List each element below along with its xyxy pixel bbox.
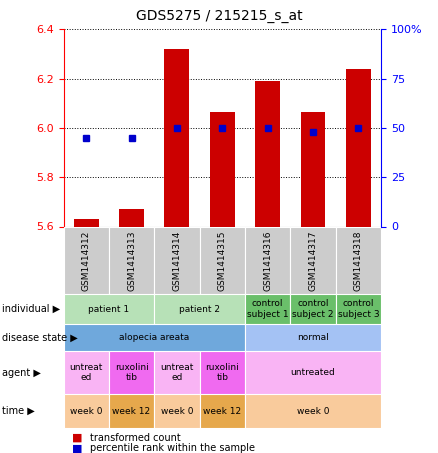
Text: week 0: week 0 (297, 407, 329, 415)
Bar (245, 226, 290, 294)
Bar (154, 294, 245, 324)
Text: GSM1414312: GSM1414312 (82, 230, 91, 291)
Text: ■: ■ (72, 443, 83, 453)
Text: disease state ▶: disease state ▶ (2, 333, 78, 342)
Bar (64, 226, 109, 294)
Text: GSM1414314: GSM1414314 (173, 230, 181, 291)
Text: GSM1414316: GSM1414316 (263, 230, 272, 291)
Text: ruxolini
tib: ruxolini tib (115, 363, 148, 382)
Text: untreated: untreated (291, 368, 336, 377)
Text: untreat
ed: untreat ed (70, 363, 103, 382)
Bar (154, 226, 200, 294)
Bar (346, 69, 371, 226)
Text: GSM1414318: GSM1414318 (354, 230, 363, 291)
Text: week 12: week 12 (113, 407, 151, 415)
Text: control
subject 3: control subject 3 (338, 299, 379, 319)
Bar (290, 226, 336, 294)
Text: percentile rank within the sample: percentile rank within the sample (90, 443, 255, 453)
Bar (336, 294, 381, 324)
Bar (64, 394, 109, 428)
Bar (154, 394, 200, 428)
Bar (109, 351, 154, 394)
Text: patient 2: patient 2 (179, 305, 220, 313)
Text: week 0: week 0 (70, 407, 102, 415)
Text: week 0: week 0 (161, 407, 193, 415)
Bar (300, 112, 325, 226)
Text: GSM1414313: GSM1414313 (127, 230, 136, 291)
Text: time ▶: time ▶ (2, 406, 35, 416)
Bar (119, 209, 144, 226)
Text: control
subject 1: control subject 1 (247, 299, 289, 319)
Bar (336, 226, 381, 294)
Bar (245, 394, 381, 428)
Bar (109, 226, 154, 294)
Bar (64, 324, 245, 351)
Bar (109, 394, 154, 428)
Bar (64, 351, 109, 394)
Text: ruxolini
tib: ruxolini tib (205, 363, 239, 382)
Bar (200, 394, 245, 428)
Bar (164, 49, 189, 226)
Bar (290, 294, 336, 324)
Text: agent ▶: agent ▶ (2, 367, 41, 378)
Bar (74, 219, 99, 226)
Text: untreat
ed: untreat ed (160, 363, 194, 382)
Text: ■: ■ (72, 433, 83, 443)
Bar (210, 112, 235, 226)
Text: GDS5275 / 215215_s_at: GDS5275 / 215215_s_at (136, 9, 302, 23)
Bar (64, 294, 154, 324)
Text: GSM1414315: GSM1414315 (218, 230, 227, 291)
Bar (200, 351, 245, 394)
Text: transformed count: transformed count (90, 433, 180, 443)
Text: week 12: week 12 (203, 407, 241, 415)
Text: normal: normal (297, 333, 329, 342)
Bar (245, 324, 381, 351)
Bar (245, 294, 290, 324)
Text: individual ▶: individual ▶ (2, 304, 60, 314)
Text: control
subject 2: control subject 2 (292, 299, 334, 319)
Text: alopecia areata: alopecia areata (119, 333, 189, 342)
Bar (255, 81, 280, 226)
Bar (154, 351, 200, 394)
Bar (200, 226, 245, 294)
Bar (245, 351, 381, 394)
Text: patient 1: patient 1 (88, 305, 130, 313)
Text: GSM1414317: GSM1414317 (308, 230, 318, 291)
